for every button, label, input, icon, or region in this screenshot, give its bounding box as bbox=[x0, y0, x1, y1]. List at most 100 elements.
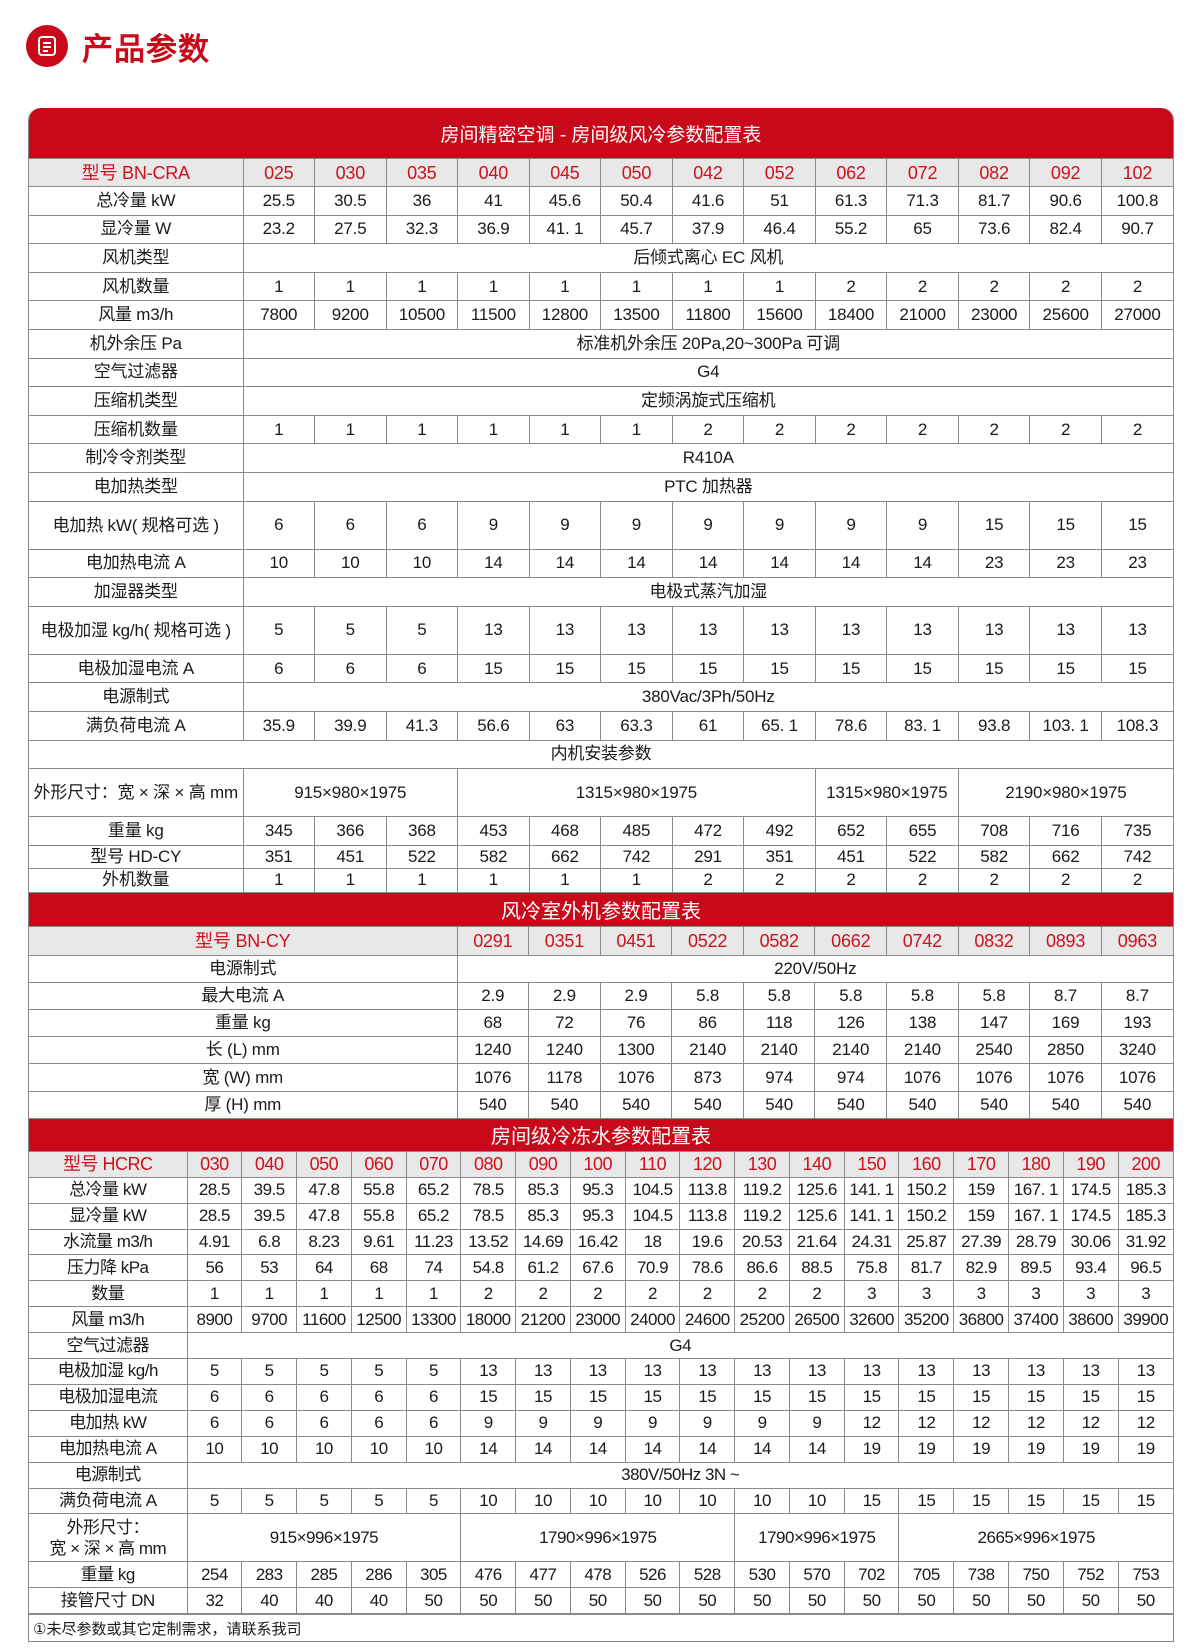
table-cell: 40 bbox=[350, 1587, 407, 1615]
table-cell: 19 bbox=[898, 1435, 955, 1463]
table-cell: 6 bbox=[405, 1409, 462, 1437]
table-cell: 78.6 bbox=[679, 1254, 736, 1282]
table-cell: 15 bbox=[814, 653, 888, 684]
table-cell: 100.8 bbox=[1100, 186, 1173, 216]
row-label: 加湿器类型 bbox=[29, 577, 244, 607]
table-row: 显冷量 kW 28.5 39.5 47.8 55.8 65.2 78.5 85.3 95.3 10… bbox=[29, 1202, 1173, 1230]
table-cell: 15 bbox=[1100, 653, 1173, 684]
table-cell: 5 bbox=[241, 1487, 298, 1515]
table-cell: 540 bbox=[528, 1090, 601, 1119]
table-row: 制冷令剂类型 R410A bbox=[29, 443, 1173, 473]
table-cell: 9 bbox=[528, 500, 602, 550]
table-cell: 6 bbox=[385, 500, 459, 550]
table-cell: 5 bbox=[314, 605, 387, 655]
table-cell: 254 bbox=[186, 1561, 243, 1589]
table-cell: 540 bbox=[599, 1090, 673, 1119]
table-cell: 3 bbox=[1117, 1280, 1173, 1308]
table-cell: 13 bbox=[457, 605, 530, 655]
table-cell: 10 bbox=[734, 1487, 790, 1515]
table-cell: 1 bbox=[242, 271, 316, 302]
table-cell: 478 bbox=[569, 1561, 626, 1589]
model-series-label: 型号 HCRC bbox=[29, 1150, 188, 1178]
table-cell: 1 bbox=[385, 271, 459, 302]
table-cell: 12 bbox=[898, 1409, 955, 1437]
row-label: 外形尺寸：宽 × 深 × 高 mm bbox=[29, 768, 244, 818]
table-cell: 63 bbox=[528, 710, 602, 741]
table-cell: 305 bbox=[405, 1561, 462, 1589]
table-cell: 6 bbox=[241, 1409, 298, 1437]
table-cell: 13500 bbox=[600, 300, 673, 330]
table-cell: 15 bbox=[1062, 1487, 1119, 1515]
table-cell: 28.5 bbox=[186, 1176, 243, 1204]
table-cell: 47.8 bbox=[296, 1176, 352, 1204]
table-cell: 738 bbox=[953, 1561, 1009, 1589]
table-cell: PTC 加热器 bbox=[242, 471, 1173, 502]
table-cell: 19 bbox=[1117, 1435, 1173, 1463]
row-label: 重量 kg bbox=[29, 1009, 458, 1038]
table-cell: 81.7 bbox=[898, 1254, 955, 1282]
row-label: 风量 m3/h bbox=[29, 300, 244, 330]
table-row: 电源制式 220V/50Hz bbox=[29, 954, 1173, 983]
row-label: 重量 kg bbox=[29, 1561, 188, 1589]
table-cell: 40 bbox=[296, 1587, 352, 1615]
table-cell: 10 bbox=[296, 1435, 352, 1463]
table-cell: 13 bbox=[734, 1358, 790, 1385]
table-cell: 2 bbox=[1029, 414, 1102, 445]
table-cell: 12800 bbox=[528, 300, 602, 330]
table-cell: 11500 bbox=[457, 300, 530, 330]
table-cell: 73.6 bbox=[957, 214, 1031, 245]
table-cell: 12 bbox=[953, 1409, 1009, 1437]
table-cell: 380V/50Hz 3N ~ bbox=[186, 1461, 1173, 1489]
table-cell: 25.87 bbox=[898, 1228, 955, 1256]
table-cell: 9 bbox=[814, 500, 888, 550]
table-cell: 39.5 bbox=[241, 1176, 298, 1204]
table-cell: 70.9 bbox=[624, 1254, 681, 1282]
table-cell: 90.6 bbox=[1029, 186, 1102, 216]
table-cell: 15 bbox=[1029, 653, 1102, 684]
table-row: 型号 HD-CY 351 451 522 582 662 742 291 351 451 522 58… bbox=[29, 844, 1173, 870]
table-cell: 7800 bbox=[242, 300, 316, 330]
model-code: 040 bbox=[241, 1150, 298, 1178]
table-cell: 15 bbox=[460, 1383, 517, 1411]
model-header-row: 型号 BN-CY 0291 0351 0451 0522 0582 0662 0742 0832… bbox=[29, 925, 1173, 956]
model-code: 110 bbox=[624, 1150, 681, 1178]
model-code: 030 bbox=[186, 1150, 243, 1178]
table-cell: 3 bbox=[953, 1280, 1009, 1308]
table-cell: 12 bbox=[1062, 1409, 1119, 1437]
table-cell: 150.2 bbox=[898, 1176, 955, 1204]
table-cell: 27.5 bbox=[314, 214, 387, 245]
row-label: 显冷量 kW bbox=[29, 1202, 188, 1230]
table-cell: 2 bbox=[671, 868, 745, 893]
table-cell: 735 bbox=[1100, 816, 1173, 846]
table-cell: G4 bbox=[186, 1332, 1173, 1360]
table-cell: 705 bbox=[898, 1561, 955, 1589]
table-cell: 9.61 bbox=[350, 1228, 407, 1256]
table-row: 显冷量 W 23.2 27.5 32.3 36.9 41. 1 45.7 37.9 46.4 55… bbox=[29, 214, 1173, 245]
row-label: 压缩机数量 bbox=[29, 414, 244, 445]
row-label: 电极加湿 kg/h( 规格可选 ) bbox=[29, 605, 244, 655]
table-cell: 1 bbox=[457, 271, 530, 302]
table-row: 总冷量 kW 25.5 30.5 36 41 45.6 50.4 41.6 51 61.3 71.3… bbox=[29, 186, 1173, 216]
table-cell: 1 bbox=[528, 271, 602, 302]
table-cell: 1 bbox=[296, 1280, 352, 1308]
table-row: 电源制式 380V/50Hz 3N ~ bbox=[29, 1461, 1173, 1489]
table-cell: 16.42 bbox=[569, 1228, 626, 1256]
table-cell: 1076 bbox=[1100, 1063, 1173, 1092]
table-row: 电极加湿电流 A 6 6 6 15 15 15 15 15 15 15 15 15 15 bbox=[29, 653, 1173, 684]
table-row: 风量 m3/h 8900 9700 11600 12500 13300 18000 21200… bbox=[29, 1306, 1173, 1334]
table-cell: 19.6 bbox=[679, 1228, 736, 1256]
model-code: 070 bbox=[405, 1150, 462, 1178]
table-cell: 93.8 bbox=[957, 710, 1031, 741]
model-code: 120 bbox=[679, 1150, 736, 1178]
table-cell: 1076 bbox=[599, 1063, 673, 1092]
table-cell: 32600 bbox=[843, 1306, 900, 1334]
table-cell: 9 bbox=[671, 500, 745, 550]
table-cell: 13 bbox=[953, 1358, 1009, 1385]
table-cell: 2 bbox=[788, 1280, 845, 1308]
table-cell: 50 bbox=[1008, 1587, 1064, 1615]
table-cell: 540 bbox=[814, 1090, 888, 1119]
table-cell: 14 bbox=[886, 548, 959, 579]
model-code: 060 bbox=[350, 1150, 407, 1178]
table-cell: 24600 bbox=[679, 1306, 736, 1334]
table-cell: 6 bbox=[242, 500, 316, 550]
